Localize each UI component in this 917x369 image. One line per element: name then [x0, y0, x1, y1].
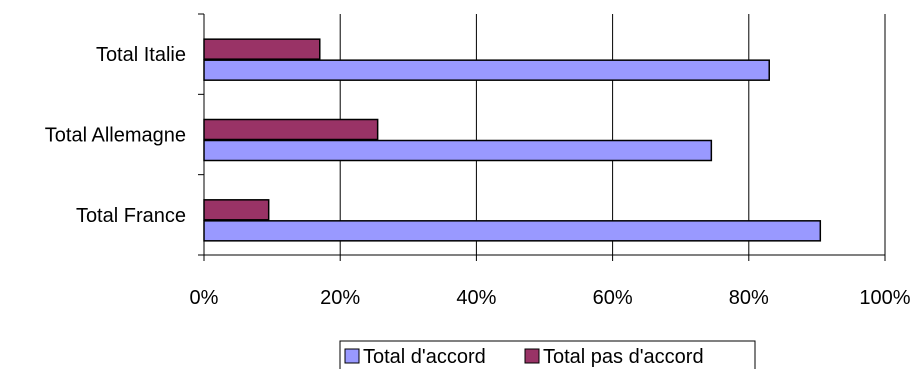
legend-label-pas-accord: Total pas d'accord: [543, 346, 704, 368]
x-tick-label: 80%: [729, 287, 769, 309]
gridlines: [339, 14, 886, 255]
bar-accord: [203, 220, 822, 242]
x-tick-label: 20%: [320, 287, 360, 309]
legend-swatch-pas-accord: [524, 348, 540, 364]
bars: [203, 38, 822, 242]
category-labels: Total Italie Total Allemagne Total France: [45, 44, 186, 227]
legend-label-accord: Total d'accord: [363, 346, 486, 368]
bar-pas-accord: [203, 38, 321, 60]
x-tick-label: 100%: [859, 287, 910, 309]
x-tick-label: 0%: [190, 287, 219, 309]
category-label: Total France: [76, 205, 186, 227]
axes: [198, 13, 886, 261]
legend-swatch-accord: [344, 348, 360, 364]
category-label: Total Allemagne: [45, 125, 186, 147]
bar-pas-accord: [203, 118, 379, 141]
bar-accord: [203, 139, 713, 162]
x-tick-label: 60%: [593, 287, 633, 309]
category-label: Total Italie: [96, 44, 186, 66]
bar-pas-accord: [203, 199, 270, 221]
legend: Total d'accord Total pas d'accord: [339, 340, 756, 369]
legend-frame: [339, 340, 756, 369]
x-tick-label: 40%: [456, 287, 496, 309]
bar-accord: [203, 59, 770, 81]
x-tick-labels: 0% 20% 40% 60% 80% 100%: [190, 287, 911, 309]
